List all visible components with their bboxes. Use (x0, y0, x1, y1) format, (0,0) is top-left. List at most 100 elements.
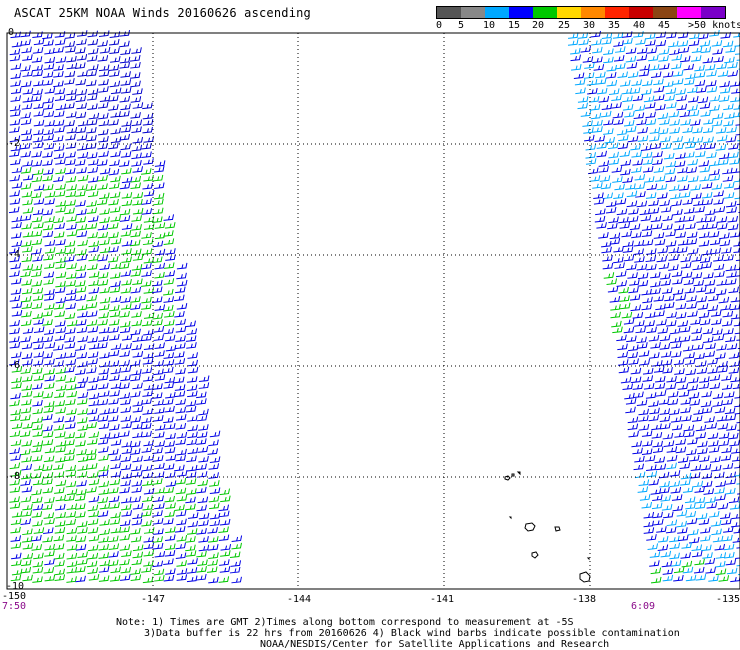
wind-barb (709, 382, 721, 390)
wind-barb (31, 472, 42, 479)
wind-barb (700, 463, 712, 471)
wind-barb (688, 39, 700, 47)
wind-barb (642, 79, 653, 87)
wind-barb (44, 303, 55, 310)
wind-barb (77, 558, 88, 565)
wind-barb (110, 280, 121, 288)
wind-barb (119, 534, 131, 541)
lon-label-144: -144 (287, 594, 312, 605)
wind-barb (716, 222, 728, 230)
wind-barb (696, 360, 707, 367)
wind-barb (642, 375, 654, 382)
wind-barb (690, 184, 701, 191)
wind-barb (695, 502, 706, 510)
wind-barb (687, 438, 698, 445)
wind-barb (87, 47, 99, 55)
wind-barb (730, 375, 740, 383)
wind-barb (727, 61, 738, 69)
wind-barb (110, 454, 122, 462)
wind-barb (152, 478, 163, 485)
wind-barb (42, 184, 54, 191)
wind-barb (669, 408, 680, 416)
wind-barb (208, 463, 220, 470)
wind-barb (131, 311, 142, 318)
wind-barb (603, 272, 615, 279)
wind-barb (622, 103, 634, 111)
wind-barb (121, 192, 133, 199)
wind-barb (164, 510, 175, 518)
wind-barb (65, 376, 76, 383)
wind-barb (54, 190, 66, 197)
wind-barb (636, 263, 648, 271)
wind-barb (699, 256, 711, 263)
wind-barb (175, 342, 186, 350)
wind-barb (686, 166, 697, 174)
wind-barb (186, 455, 197, 463)
wind-barb (76, 208, 87, 216)
wind-barb (64, 415, 76, 423)
wind-barb (720, 512, 731, 520)
wind-barb (132, 551, 144, 559)
wind-barb (731, 448, 740, 454)
wind-barb (735, 124, 740, 126)
wind-barb (75, 286, 87, 293)
wind-barb (668, 246, 679, 254)
wind-barb (677, 246, 688, 254)
wind-barb (627, 215, 639, 223)
wind-barb (110, 462, 121, 470)
wind-barb (665, 240, 677, 247)
wind-barb (141, 208, 153, 215)
wind-barb (711, 528, 722, 536)
wind-barb (55, 280, 66, 288)
wind-barb (671, 270, 683, 278)
wind-barb (11, 351, 22, 359)
wind-barb (186, 528, 198, 535)
wind-barb (692, 126, 703, 134)
wind-barb (724, 407, 736, 415)
wind-barb (692, 136, 704, 144)
wind-barb (42, 159, 53, 166)
wind-barb (174, 351, 185, 358)
wind-barb (723, 192, 735, 199)
wind-barb (9, 319, 20, 327)
wind-barb (44, 87, 56, 94)
wind-barb (715, 494, 726, 501)
wind-barb (87, 567, 99, 574)
wind-barb (731, 88, 740, 94)
wind-barb (628, 344, 639, 352)
wind-barb (208, 576, 219, 584)
wind-barb (607, 142, 619, 150)
wind-barb (11, 376, 22, 384)
wind-barb (22, 173, 34, 181)
wind-barb (196, 391, 207, 399)
wind-barb (617, 359, 629, 366)
wind-barb (9, 447, 21, 455)
wind-barb (669, 327, 681, 335)
wind-barb (55, 200, 67, 207)
wind-barb (98, 86, 109, 93)
wind-barb (185, 335, 197, 342)
wind-barb (680, 261, 692, 269)
wind-barb (88, 240, 100, 248)
wind-barb (731, 514, 740, 520)
wind-barb (687, 158, 698, 166)
wind-barb (42, 352, 53, 359)
wind-barb (32, 423, 43, 431)
pass-time-right: 6:09 (631, 601, 656, 612)
colorbar-swatch (533, 7, 557, 18)
wind-barb (132, 544, 144, 552)
wind-barb (31, 56, 43, 63)
wind-barb (32, 440, 44, 447)
wind-barb (99, 408, 110, 415)
wind-barb (76, 304, 88, 311)
wind-barb (646, 248, 657, 255)
wind-barb (77, 424, 89, 431)
wind-barb (87, 336, 98, 343)
wind-barb (21, 485, 33, 493)
wind-barb (33, 374, 45, 381)
wind-barb (727, 215, 738, 223)
wind-barb (734, 393, 740, 399)
wind-barb (153, 568, 165, 576)
wind-barb (591, 38, 602, 46)
wind-barb (652, 440, 663, 448)
